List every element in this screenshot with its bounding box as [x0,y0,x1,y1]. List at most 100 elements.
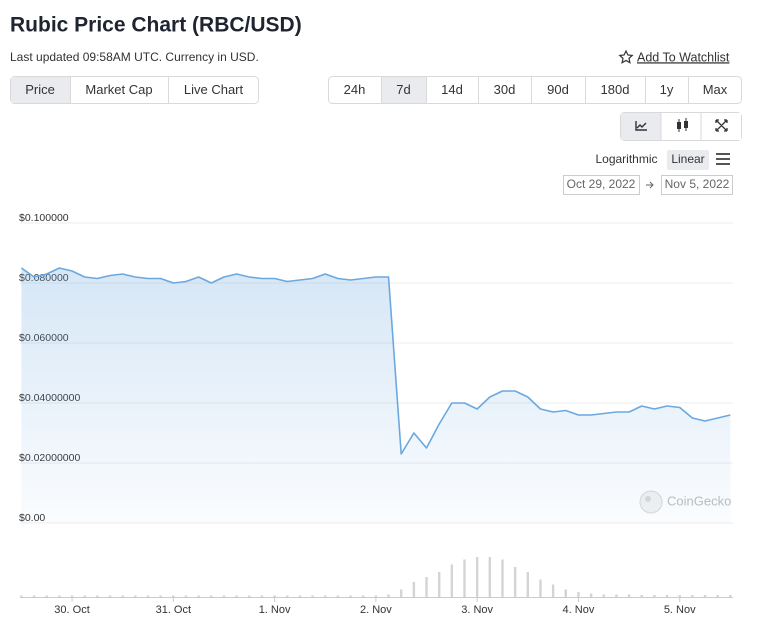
chart: CoinGecko$0.00$0.02000000$0.04000000$0.0… [19,212,733,616]
candlestick-button[interactable] [663,113,700,140]
volume-bar [703,595,707,597]
price-line [20,267,731,455]
volume-bar [475,557,479,597]
range-label[interactable]: 1y [660,82,674,97]
chart-type-group [620,112,742,141]
volume-bar [640,595,643,597]
volume-bar [539,579,542,597]
x-tick-label: 30. Oct [54,604,89,616]
arrow-icon [646,181,654,189]
y-tick-label: $0.100000 [19,212,69,224]
volume-bar [400,589,403,597]
volume-bar [210,595,213,597]
date-input[interactable] [563,175,640,195]
volume-bar [678,595,681,597]
volume-bar [172,595,175,597]
volume-bar [58,595,61,597]
volume-bar [273,595,276,597]
volume-bar [324,595,327,597]
volume-bar [488,557,492,597]
volume-bar [298,595,302,597]
menu-button[interactable] [716,153,730,165]
volume-bar [387,594,390,597]
range-label[interactable]: 24h [344,82,366,97]
tab-group: Price Market Cap Live Chart [10,76,259,104]
range-label[interactable]: 7d [396,82,410,97]
volume-bar [437,572,441,597]
volume-bar [627,594,631,597]
tab-label[interactable]: Live Chart [184,82,244,97]
volume-bar [159,595,162,597]
scale-active[interactable] [667,150,709,170]
volume-bar [653,595,656,597]
range-label[interactable]: 30d [494,82,516,97]
range-label[interactable]: 14d [441,82,463,97]
volume-bar [615,594,618,597]
volume-bar [463,559,466,597]
volume-bar [184,595,188,597]
volume-bar [146,595,150,597]
candlestick-bg[interactable] [663,113,700,140]
tab-label[interactable]: Price [25,82,55,97]
watchlist-link[interactable]: Add To Watchlist [618,49,730,64]
date-to: Nov 5, 2022 [665,177,730,191]
volume-bar [20,595,23,597]
volume-bar [311,595,314,597]
line-chart-icon [635,121,647,131]
volume-bar [450,564,454,597]
tab-box [10,76,259,104]
volume-bar [134,595,137,597]
x-tick-label: 3. Nov [461,604,493,616]
volume-bar [83,595,86,597]
tab-active[interactable] [11,77,70,103]
watchlist-text[interactable]: Add To Watchlist [637,50,730,64]
fullscreen-button[interactable] [702,113,741,140]
volume-bar [526,572,529,597]
volume-bar [349,595,352,597]
volume-bar [70,595,74,597]
tab-label[interactable]: Market Cap [85,82,152,97]
volume-bar [716,595,719,597]
volume-bar [96,595,99,597]
volume-bar [691,595,694,597]
volume-bar [551,584,555,597]
last-updated: Last updated 09:58AM UTC. Currency in US… [10,50,259,64]
volume-bar [577,592,580,597]
volume-bar [222,595,226,597]
volume-bar [729,595,732,597]
x-tick-label: 1. Nov [259,604,291,616]
x-tick-label: 4. Nov [563,604,595,616]
volume-bar [513,567,517,597]
volume-bar [45,595,48,597]
range-box [328,76,742,104]
volume-bar [602,594,605,597]
range-group: 24h 7d 14d 30d 90d 180d 1y Max [328,76,742,104]
volume-bar [336,595,340,597]
scale-option[interactable]: Logarithmic [595,152,657,166]
x-tick-label: 31. Oct [156,604,191,616]
volume-bar [564,589,567,597]
x-tick-label: 2. Nov [360,604,392,616]
fullscreen-bg[interactable] [702,113,741,140]
volume-bar [412,582,416,597]
scale-option[interactable]: Linear [671,152,704,166]
volume-bar [501,559,504,597]
date-from: Oct 29, 2022 [567,177,636,191]
date-input[interactable] [661,175,733,195]
range-label[interactable]: Max [703,82,728,97]
range-label[interactable]: 90d [547,82,569,97]
range-active[interactable] [382,77,426,103]
volume-bar [260,595,264,597]
volume-bar [108,595,112,597]
range-label[interactable]: 180d [601,82,630,97]
page-title: Rubic Price Chart (RBC/USD) [10,14,302,37]
fullscreen-icon [715,119,728,132]
x-tick-label: 5. Nov [664,604,696,616]
volume-bar [362,595,365,597]
volume-bar [286,595,289,597]
volume-bar [425,577,428,597]
scale-group: Logarithmic Linear [595,150,709,170]
volume-bar [197,595,200,597]
